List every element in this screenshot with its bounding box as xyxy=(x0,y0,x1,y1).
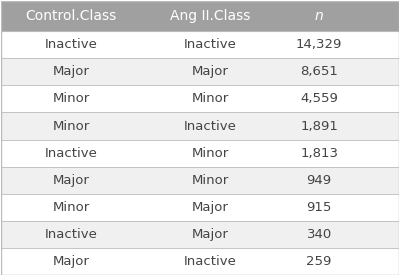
Text: Inactive: Inactive xyxy=(44,38,97,51)
Text: Inactive: Inactive xyxy=(184,254,236,268)
Text: Ang II.Class: Ang II.Class xyxy=(170,9,250,23)
Text: 14,329: 14,329 xyxy=(296,38,342,51)
Text: Minor: Minor xyxy=(191,147,228,160)
Text: n: n xyxy=(315,9,324,23)
Text: Major: Major xyxy=(192,201,228,214)
Text: 1,813: 1,813 xyxy=(300,147,338,160)
Text: Inactive: Inactive xyxy=(184,120,236,132)
Bar xyxy=(1,113,399,139)
Bar xyxy=(1,31,399,59)
Text: Minor: Minor xyxy=(191,92,228,105)
Bar xyxy=(1,166,399,193)
Text: Minor: Minor xyxy=(52,120,90,132)
Text: Major: Major xyxy=(52,174,89,187)
Text: 4,559: 4,559 xyxy=(300,92,338,105)
Text: Minor: Minor xyxy=(52,201,90,214)
Bar xyxy=(1,1,399,31)
Text: Inactive: Inactive xyxy=(44,147,97,160)
Bar xyxy=(1,248,399,275)
Text: 915: 915 xyxy=(306,201,332,214)
Text: Minor: Minor xyxy=(52,92,90,105)
Text: 340: 340 xyxy=(306,228,332,241)
Bar xyxy=(1,139,399,166)
Text: Major: Major xyxy=(192,228,228,241)
Text: 949: 949 xyxy=(307,174,332,187)
Text: Major: Major xyxy=(192,65,228,78)
Text: Inactive: Inactive xyxy=(184,38,236,51)
Text: 1,891: 1,891 xyxy=(300,120,338,132)
Text: Control.Class: Control.Class xyxy=(25,9,116,23)
Bar xyxy=(1,86,399,113)
Text: Inactive: Inactive xyxy=(44,228,97,241)
Text: Minor: Minor xyxy=(191,174,228,187)
Text: 259: 259 xyxy=(306,254,332,268)
Text: Major: Major xyxy=(52,65,89,78)
Text: Major: Major xyxy=(52,254,89,268)
Bar xyxy=(1,193,399,221)
Text: 8,651: 8,651 xyxy=(300,65,338,78)
Bar xyxy=(1,221,399,248)
Bar xyxy=(1,59,399,86)
